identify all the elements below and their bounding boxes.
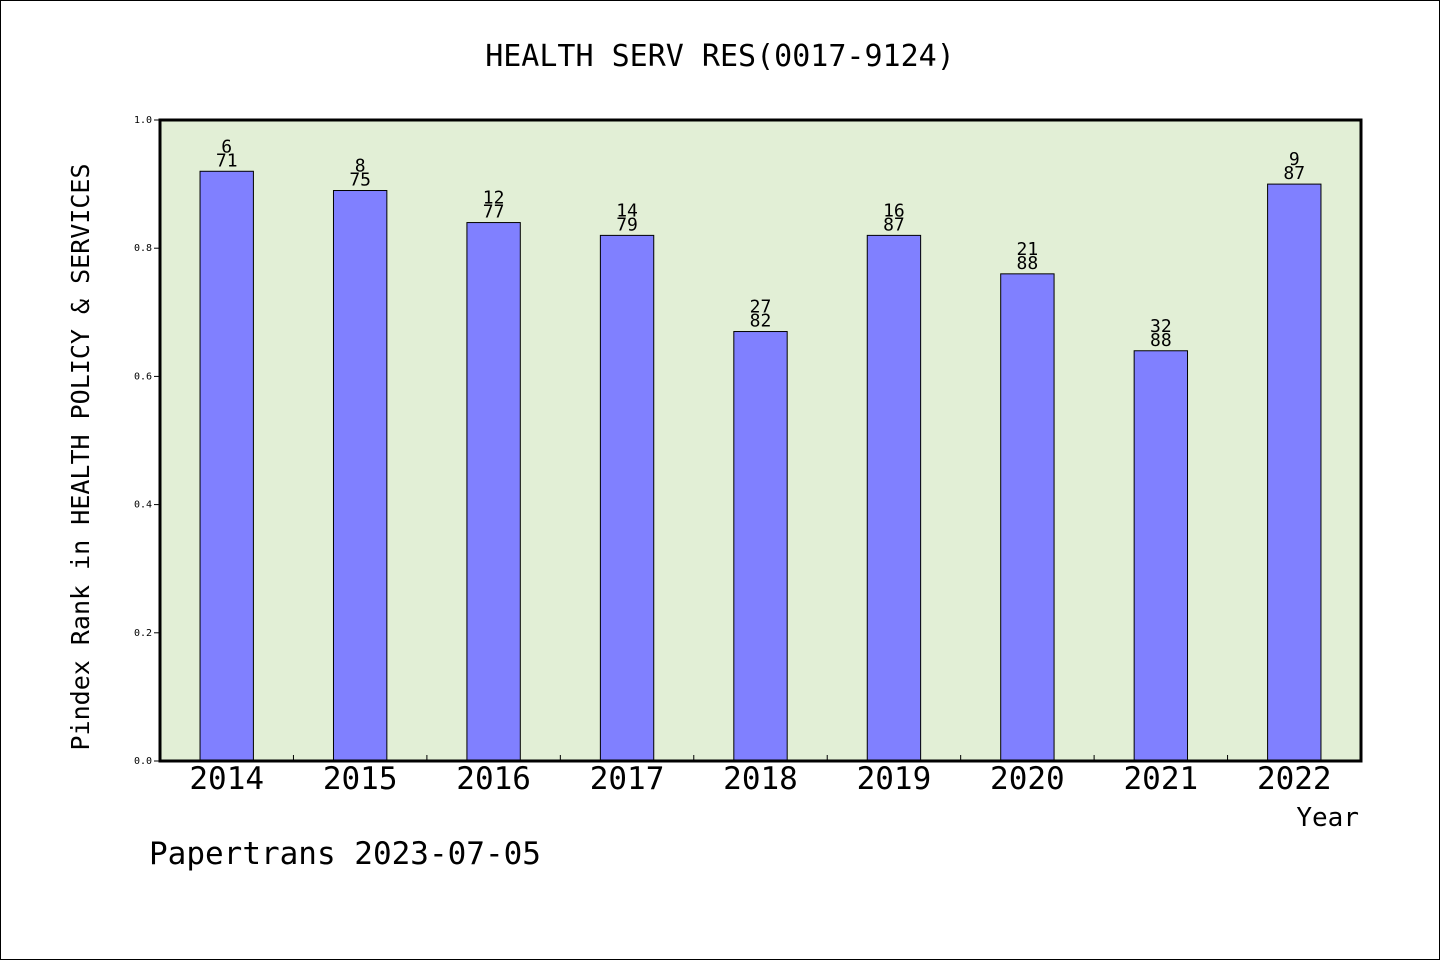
x-tick-label-2018: 2018 bbox=[723, 761, 798, 797]
bar-2015 bbox=[332, 190, 388, 762]
total-label-2017: 79 bbox=[616, 214, 638, 235]
y-axis: 0.0 0.2 0.4 0.6 0.8 1.0 bbox=[134, 115, 160, 767]
rank-label-2020: 21 bbox=[1017, 239, 1039, 260]
total-label-2022: 87 bbox=[1283, 163, 1305, 184]
y-tick-label: 0.2 bbox=[134, 628, 152, 639]
y-tick-label: 0.8 bbox=[134, 243, 152, 254]
rank-label-2014: 6 bbox=[221, 136, 232, 157]
rank-label-2019: 16 bbox=[883, 200, 905, 221]
total-label-2019: 87 bbox=[883, 214, 905, 235]
y-tick-label: 0.0 bbox=[134, 756, 152, 767]
bars-layer bbox=[199, 170, 1322, 762]
x-tick-label-2014: 2014 bbox=[189, 761, 264, 797]
bar-2022 bbox=[1267, 183, 1322, 762]
y-tick-label: 1.0 bbox=[134, 115, 152, 126]
x-axis-label: Year bbox=[1296, 803, 1359, 833]
total-label-2015: 75 bbox=[349, 170, 371, 191]
x-tick-label-2021: 2021 bbox=[1124, 761, 1199, 797]
x-tick-label-2019: 2019 bbox=[857, 761, 932, 797]
total-label-2020: 88 bbox=[1017, 253, 1039, 274]
plot-border bbox=[158, 118, 1363, 763]
x-tick-label-2022: 2022 bbox=[1257, 761, 1332, 797]
bar-2014 bbox=[199, 170, 254, 762]
chart-title: HEALTH SERV RES(0017-9124) bbox=[485, 39, 955, 74]
total-label-2021: 88 bbox=[1150, 330, 1172, 351]
total-label-2016: 77 bbox=[483, 202, 505, 223]
rank-label-2022: 9 bbox=[1289, 149, 1300, 170]
credit-text: Papertrans 2023-07-05 bbox=[149, 836, 541, 872]
rank-label-2016: 12 bbox=[483, 188, 505, 209]
y-tick-label: 0.6 bbox=[134, 371, 152, 382]
total-label-2018: 82 bbox=[750, 311, 772, 332]
bar-2017 bbox=[599, 234, 655, 762]
rank-label-2021: 32 bbox=[1150, 316, 1172, 337]
x-tick-label-2016: 2016 bbox=[456, 761, 531, 797]
total-label-2014: 71 bbox=[216, 150, 238, 171]
rank-label-2015: 8 bbox=[355, 156, 366, 177]
rank-label-2017: 14 bbox=[616, 200, 638, 221]
x-axis: 2014 2015 2016 2017 2018 2019 2020 2021 2022 bbox=[189, 755, 1332, 797]
rank-label-2018: 27 bbox=[750, 297, 772, 318]
x-tick-label-2015: 2015 bbox=[323, 761, 398, 797]
bar-2019 bbox=[866, 234, 922, 762]
x-tick-label-2020: 2020 bbox=[990, 761, 1065, 797]
bar-2020 bbox=[1000, 273, 1055, 762]
x-tick-label-2017: 2017 bbox=[590, 761, 665, 797]
y-tick-label: 0.4 bbox=[134, 500, 152, 511]
bar-2021 bbox=[1133, 350, 1189, 762]
bar-2018 bbox=[733, 331, 788, 762]
bar-2016 bbox=[466, 222, 521, 762]
y-axis-label: Pindex Rank in HEALTH POLICY & SERVICES bbox=[66, 164, 95, 751]
